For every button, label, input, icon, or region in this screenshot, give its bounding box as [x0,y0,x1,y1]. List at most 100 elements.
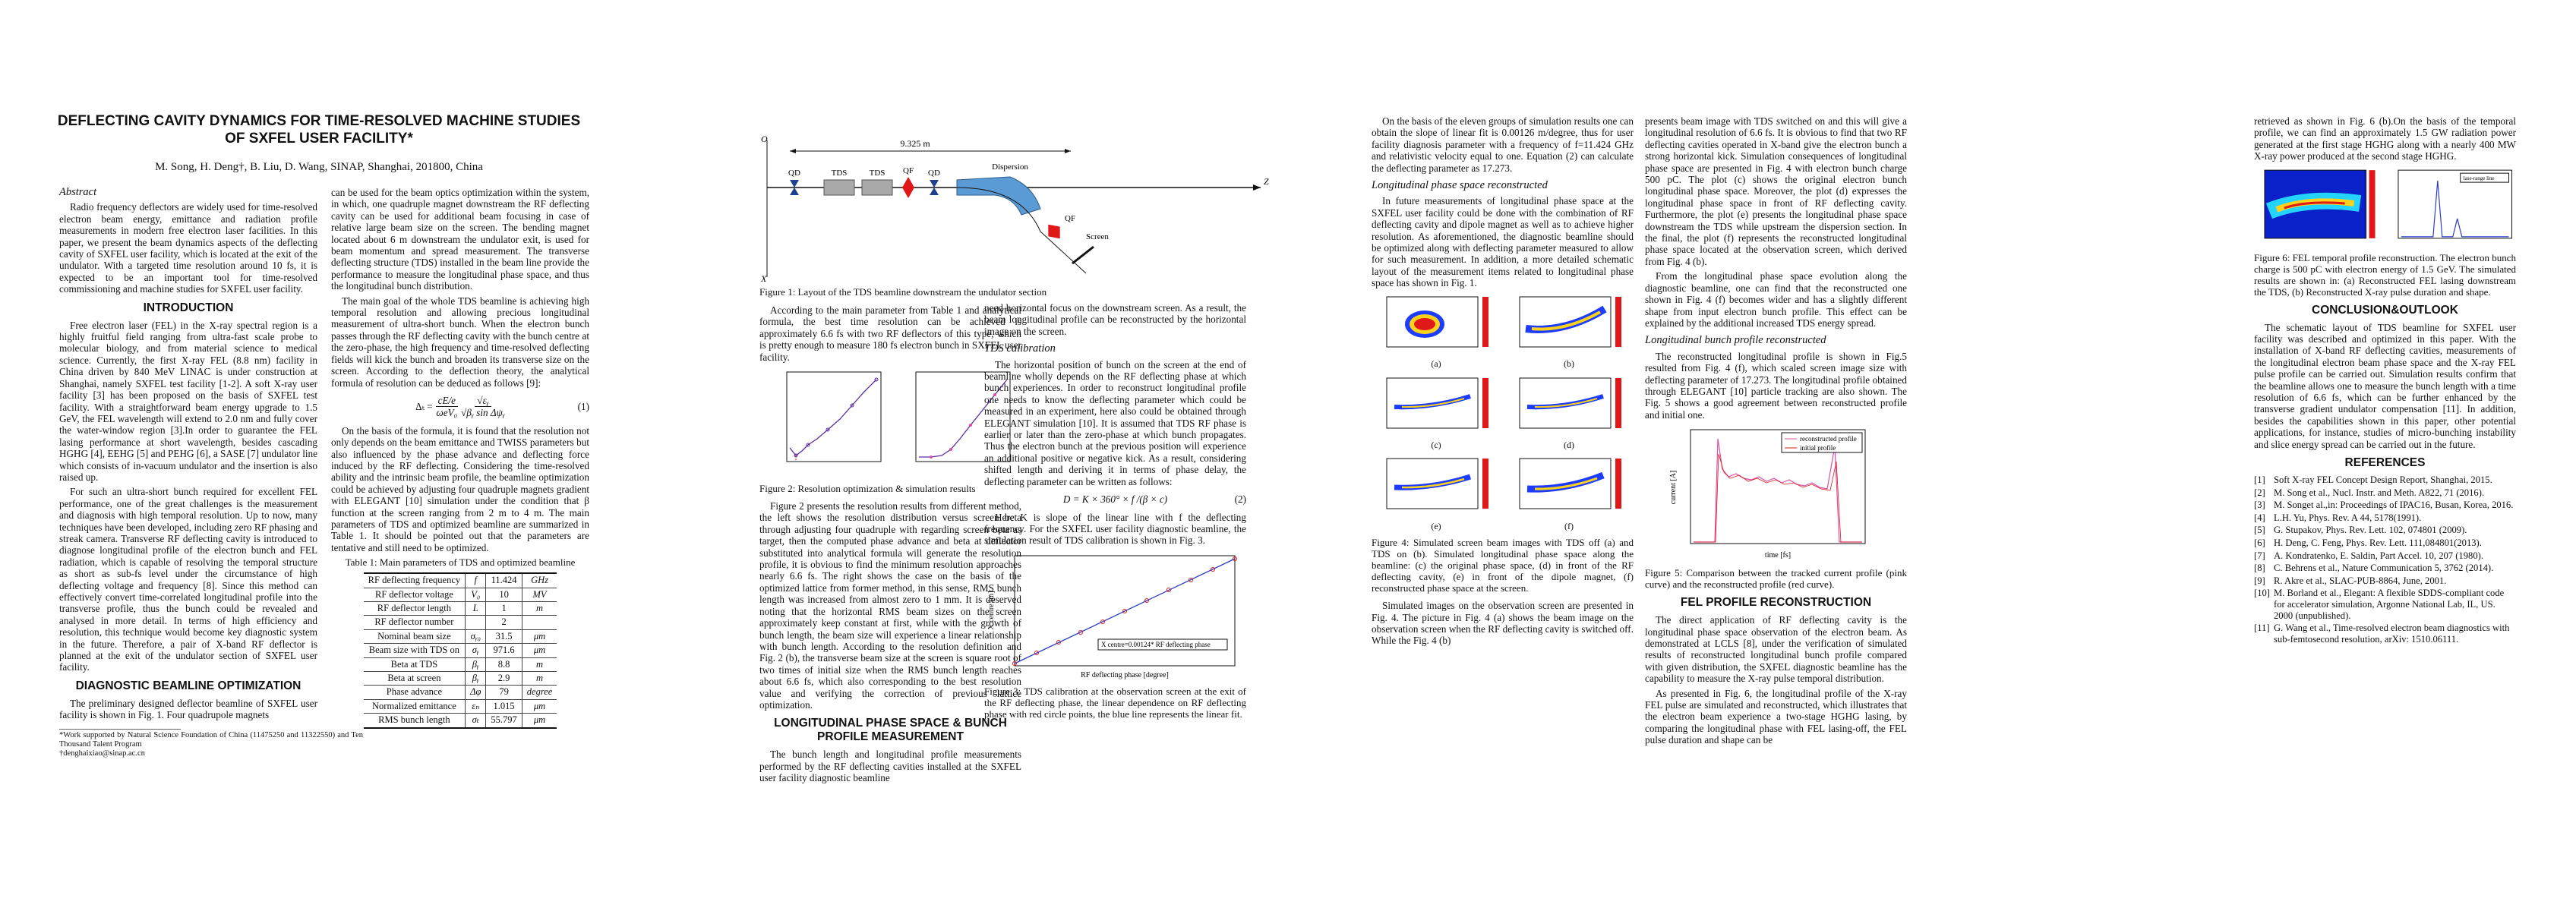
fel-lasing-heatmap [2264,169,2376,239]
col3-paragraph-3: The bunch length and longitudinal profil… [759,749,1021,784]
reference-item: [8] C. Behrens et al., Nature Communicati… [2254,563,2516,574]
table-cell: RF deflector voltage [363,588,466,603]
table-row: Nominal beam size σᵧ₀ 31.5 μm [363,629,557,645]
col5-paragraph-3: Simulated images on the observation scre… [1372,600,1634,647]
reference-item: [2] M. Song et al., Nucl. Instr. and Meth… [2254,487,2516,499]
figure-4-caption: Figure 4: Simulated screen beam images w… [1372,537,1634,594]
table-cell: εₙ [465,699,487,714]
equation-1: Δₜ = cE/e ωeV₀ √εᵧ √βᵧ sin Δψᵧ (1) [415,394,589,419]
tds-cavity-1 [823,179,855,196]
table-cell: RMS bunch length [363,713,466,729]
reference-number: [4] [2254,512,2265,523]
col3-paragraph-1: According to the main parameter from Tab… [759,304,1021,363]
table-cell: 971.6 [485,643,522,658]
screen-label: Screen [1086,232,1109,241]
diagnostic-heading: DIAGNOSTIC BEAMLINE OPTIMIZATION [75,679,301,692]
qf-label-1: QF [903,166,914,175]
col7-paragraph-2: The schematic layout of TDS beamline for… [2254,321,2516,450]
table-cell: Beam size with TDS on [363,643,466,658]
fig5-legend-2: initial profile [1800,444,1836,452]
table-cell: m [522,671,557,686]
col4-paragraph-2: The horizontal position of bunch on the … [984,358,1246,487]
reference-number: [6] [2254,537,2265,549]
table-cell: MV [522,588,557,603]
author-list: M. Song, H. Deng†, B. Liu, D. Wang, SINA… [155,161,483,173]
figure-1: O Z X 9.325 m QD TDS TDS QF [759,133,1276,298]
axis-z-label: Z [1264,176,1269,187]
figure-3-caption: Figure 3: TDS calibration at the observa… [984,685,1246,720]
reference-text: M. Borland et al., Elegant: A flexible S… [2274,588,2505,621]
abstract-heading: Abstract [59,186,97,198]
reference-item: [3] M. Songet al.,in: Proceedings of IPAC… [2254,500,2516,511]
table-cell [522,615,557,630]
fig6-legend: lase-range line [2463,175,2494,181]
parameter-table: RF deflecting frequency f 11.424 GHz RF defl… [363,572,557,729]
footnote-email: †denghaixiao@sinap.ac.cn [59,749,145,758]
table-cell: μm [522,643,557,658]
abstract-text: Radio frequency deflectors are widely us… [59,201,317,295]
table-cell: L [465,601,487,616]
reference-number: [2] [2254,487,2265,498]
col5-paragraph-1: On the basis of the eleven groups of sim… [1372,115,1634,174]
screen-element [1072,245,1094,265]
table-cell: 55.797 [485,713,522,729]
table-cell: σᵧ [465,643,487,658]
table-row: RF deflecting frequency f 11.424 GHz [363,572,557,588]
col5-paragraph-2: In future measurements of longitudinal p… [1372,195,1634,289]
tds-label-1: TDS [832,169,848,178]
table-cell: μm [522,629,557,645]
tds-label-2: TDS [870,169,886,178]
reference-text: Soft X-ray FEL Concept Design Report, Sh… [2274,474,2492,486]
figure-4-grid: (a) (b) (c) (d) (e) (f) [1372,294,1634,532]
table-cell: 31.5 [485,629,522,645]
column-7: retrieved as shown in Fig. 6 (b).On the … [2254,115,2516,646]
intro-paragraph-1: Free electron laser (FEL) in the X-ray s… [59,319,317,483]
table-cell: βᵧ [465,657,487,673]
fig5-legend-1: reconstructed profile [1800,435,1857,443]
table-cell: 1 [485,601,522,616]
figure-5-caption: Figure 5: Comparison between the tracked… [1645,567,1907,591]
reference-text: M. Songet al.,in: Proceedings of IPAC16,… [2274,500,2514,511]
reference-text: A. Kondratenko, E. Saldin, Part Accel. 1… [2274,550,2483,561]
references-heading: REFERENCES [2344,456,2426,470]
col6-paragraph-5: As presented in Fig. 6, the longitudinal… [1645,687,1907,746]
fig4-panel-b: (b) [1504,294,1634,370]
qf-magnet-1 [902,177,914,198]
col6-paragraph-2: From the longitudinal phase space evolut… [1645,270,1907,329]
beamline-layout-diagram: O Z X 9.325 m QD TDS TDS QF [760,134,1269,284]
equation-2-number: (2) [1234,493,1246,506]
paper-title: DEFLECTING CAVITY DYNAMICS FOR TIME-RESO… [57,113,581,147]
qd-magnet-2 [930,180,939,188]
reference-text: H. Deng, C. Feng, Phys. Rev. Lett. 111,0… [2274,537,2482,549]
axis-origin-label: O [761,134,768,144]
reference-number: [3] [2254,500,2265,511]
table-cell: 1.015 [485,699,522,714]
column-6: presents beam image with TDS switched on… [1645,115,1907,749]
reference-number: [10] [2254,588,2270,599]
col4-paragraph-1: need horizontal focus on the downstream … [984,302,1246,337]
table-row: RF deflector voltage V₀ 10 MV [363,588,557,603]
distance-label: 9.325 m [900,138,930,149]
table-cell: Δφ [465,685,487,700]
fig3-ylabel: X centre [m] [987,591,996,629]
reference-text: R. Akre et al., SLAC-PUB-8864, June, 200… [2274,575,2447,586]
introduction-heading: INTRODUCTION [143,301,234,314]
reference-number: [11] [2254,623,2270,634]
column-1: Abstract Radio frequency deflectors are … [59,186,363,758]
conclusion-heading: CONCLUSION&OUTLOOK [2312,303,2458,317]
table-cell: degree [522,685,557,700]
page-right: On the basis of the eleven groups of sim… [1288,0,2576,911]
page-left: DEFLECTING CAVITY DYNAMICS FOR TIME-RESO… [57,113,1276,784]
table-cell: Beta at screen [363,671,466,686]
table-cell: Phase advance [363,685,466,700]
fig4-panel-e: (e) [1372,456,1501,532]
table-1-caption: Table 1: Main parameters of TDS and opti… [345,556,576,569]
lps-section-heading: LONGITUDINAL PHASE SPACE & BUNCH PROFILE… [774,717,1007,744]
fig4-panel-c: (c) [1372,375,1501,452]
table-cell: m [522,601,557,616]
table-cell: V₀ [465,588,487,603]
table-cell: m [522,657,557,673]
dispersion-dipole [956,176,1041,216]
diag-paragraph-3: The main goal of the whole TDS beamline … [331,295,589,389]
reference-number: [5] [2254,525,2265,536]
